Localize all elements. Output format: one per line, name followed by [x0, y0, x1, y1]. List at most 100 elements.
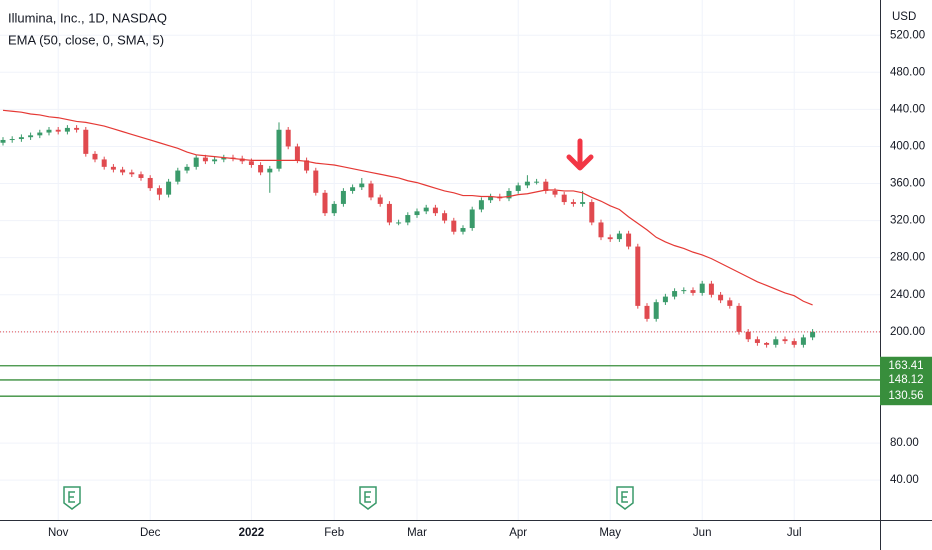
candle-body — [589, 202, 595, 223]
level-label: 163.41 — [888, 360, 923, 372]
candle-body — [681, 290, 687, 292]
candle-body — [304, 160, 310, 171]
candle-body — [405, 215, 411, 223]
candle-body — [202, 157, 208, 162]
candle-body — [267, 168, 273, 173]
candle-body — [727, 300, 733, 306]
candle-body — [534, 181, 540, 183]
candle-body — [561, 194, 567, 203]
x-tick-label: Dec — [140, 527, 161, 539]
candle-body — [156, 188, 162, 195]
candle-body — [0, 139, 6, 143]
candle-body — [644, 305, 650, 319]
x-tick-label: Mar — [407, 527, 427, 539]
candle-body — [543, 181, 549, 191]
candle-body — [212, 159, 218, 162]
candle-body — [708, 283, 714, 295]
candle-body — [193, 157, 199, 167]
candle-body — [570, 202, 576, 204]
chart-title: Illumina, Inc., 1D, NASDAQ — [8, 10, 167, 25]
candle-body — [138, 174, 144, 178]
candle-body — [294, 146, 300, 161]
candle-body — [782, 339, 788, 342]
candle-body — [368, 183, 374, 198]
earnings-icon[interactable] — [63, 486, 81, 510]
candle-body — [662, 296, 668, 303]
x-tick-label: Nov — [48, 527, 69, 539]
candle-body — [754, 339, 760, 343]
candle-body — [166, 181, 172, 195]
candle-body — [745, 331, 751, 340]
candle-body — [580, 202, 586, 204]
candle-body — [350, 187, 356, 191]
candle-body — [488, 196, 494, 201]
candle-body — [791, 341, 797, 345]
candle-body — [626, 233, 632, 247]
candle-body — [55, 129, 61, 132]
candle-body — [690, 290, 696, 293]
candle-body — [451, 220, 457, 232]
y-tick-label: 40.00 — [890, 474, 919, 486]
axes: 40.00 80.00 200.00 240.00 280.00 320.00 360.00… — [48, 29, 932, 539]
candle-body — [552, 190, 558, 195]
x-tick-label: Apr — [509, 527, 527, 539]
candle-body — [800, 337, 806, 345]
x-tick-label: May — [599, 527, 621, 539]
candle-body — [184, 166, 190, 171]
candle-body — [340, 190, 346, 204]
x-tick-label: Feb — [324, 527, 344, 539]
candle-body — [506, 190, 512, 199]
candle-body — [653, 302, 659, 319]
candle-body — [810, 331, 816, 338]
candle-body — [524, 181, 530, 186]
earnings-markers — [63, 486, 634, 510]
candle-body — [607, 237, 613, 240]
candle-body — [83, 129, 89, 154]
earnings-icon[interactable] — [616, 486, 634, 510]
y-tick-label: 520.00 — [890, 29, 925, 41]
candle-body — [672, 291, 678, 297]
candle-body — [221, 157, 227, 160]
candle-body — [699, 283, 705, 293]
candle-body — [147, 177, 153, 189]
candle-body — [423, 207, 429, 212]
candle-body — [718, 294, 724, 301]
earnings-icon[interactable] — [359, 486, 377, 510]
x-tick-label: Jul — [787, 527, 802, 539]
candle-body — [276, 129, 282, 169]
candle-body — [469, 209, 475, 229]
candle-body — [248, 161, 254, 165]
candle-body — [478, 200, 484, 210]
y-tick-label: 480.00 — [890, 66, 925, 78]
candle-body — [386, 203, 392, 223]
y-tick-label: 440.00 — [890, 103, 925, 115]
candle-body — [322, 192, 328, 214]
candle-body — [764, 342, 770, 345]
candle-body — [414, 211, 420, 216]
candle-body — [285, 129, 291, 147]
ema-line — [2, 109, 813, 306]
candle-body — [18, 137, 24, 140]
x-tick-label: Jun — [693, 527, 712, 539]
y-tick-label: 80.00 — [890, 437, 919, 449]
candle-body — [377, 197, 383, 204]
plot — [0, 109, 880, 397]
level-label-box — [880, 387, 932, 406]
level-label-box — [880, 356, 932, 375]
y-tick-label: 200.00 — [890, 326, 925, 338]
candle-body — [635, 246, 641, 306]
y-tick-label: 320.00 — [890, 215, 925, 227]
candle-body — [331, 203, 337, 214]
candle-body — [74, 127, 80, 130]
candle-body — [616, 233, 622, 240]
candle-body — [313, 170, 319, 193]
y-tick-label: 360.00 — [890, 178, 925, 190]
candle-body — [442, 213, 448, 221]
candle-body — [258, 164, 264, 173]
level-label: 148.12 — [888, 374, 923, 386]
currency-label: USD — [892, 11, 916, 23]
candle-body — [359, 183, 365, 188]
candle-body — [175, 170, 181, 182]
candle-body — [129, 172, 135, 175]
